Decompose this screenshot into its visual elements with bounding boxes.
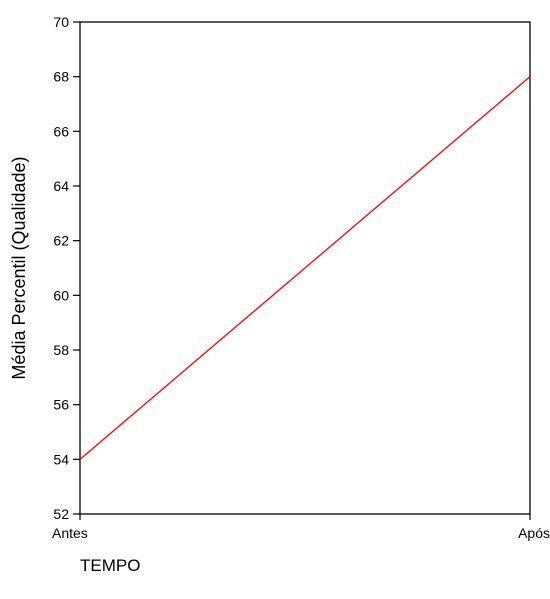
x-tick-label: Antes [52,525,88,541]
series-lines [80,77,530,460]
y-tick-label: 64 [53,178,69,194]
x-axis-label: TEMPO [80,556,140,575]
y-tick-label: 68 [53,69,69,85]
y-tick-label: 70 [53,14,69,30]
y-tick-label: 58 [53,342,69,358]
x-axis: Antes Após [52,514,550,541]
y-tick-label: 66 [53,123,69,139]
y-axis-label: Média Percentil (Qualidade) [9,156,29,379]
series-line [80,77,530,460]
y-axis: 52 54 56 58 60 62 64 66 68 70 [53,14,80,522]
y-tick-label: 52 [53,506,69,522]
x-tick-label: Após [518,525,550,541]
y-tick-label: 62 [53,233,69,249]
y-tick-label: 56 [53,397,69,413]
y-tick-label: 54 [53,451,69,467]
y-tick-label: 60 [53,287,69,303]
